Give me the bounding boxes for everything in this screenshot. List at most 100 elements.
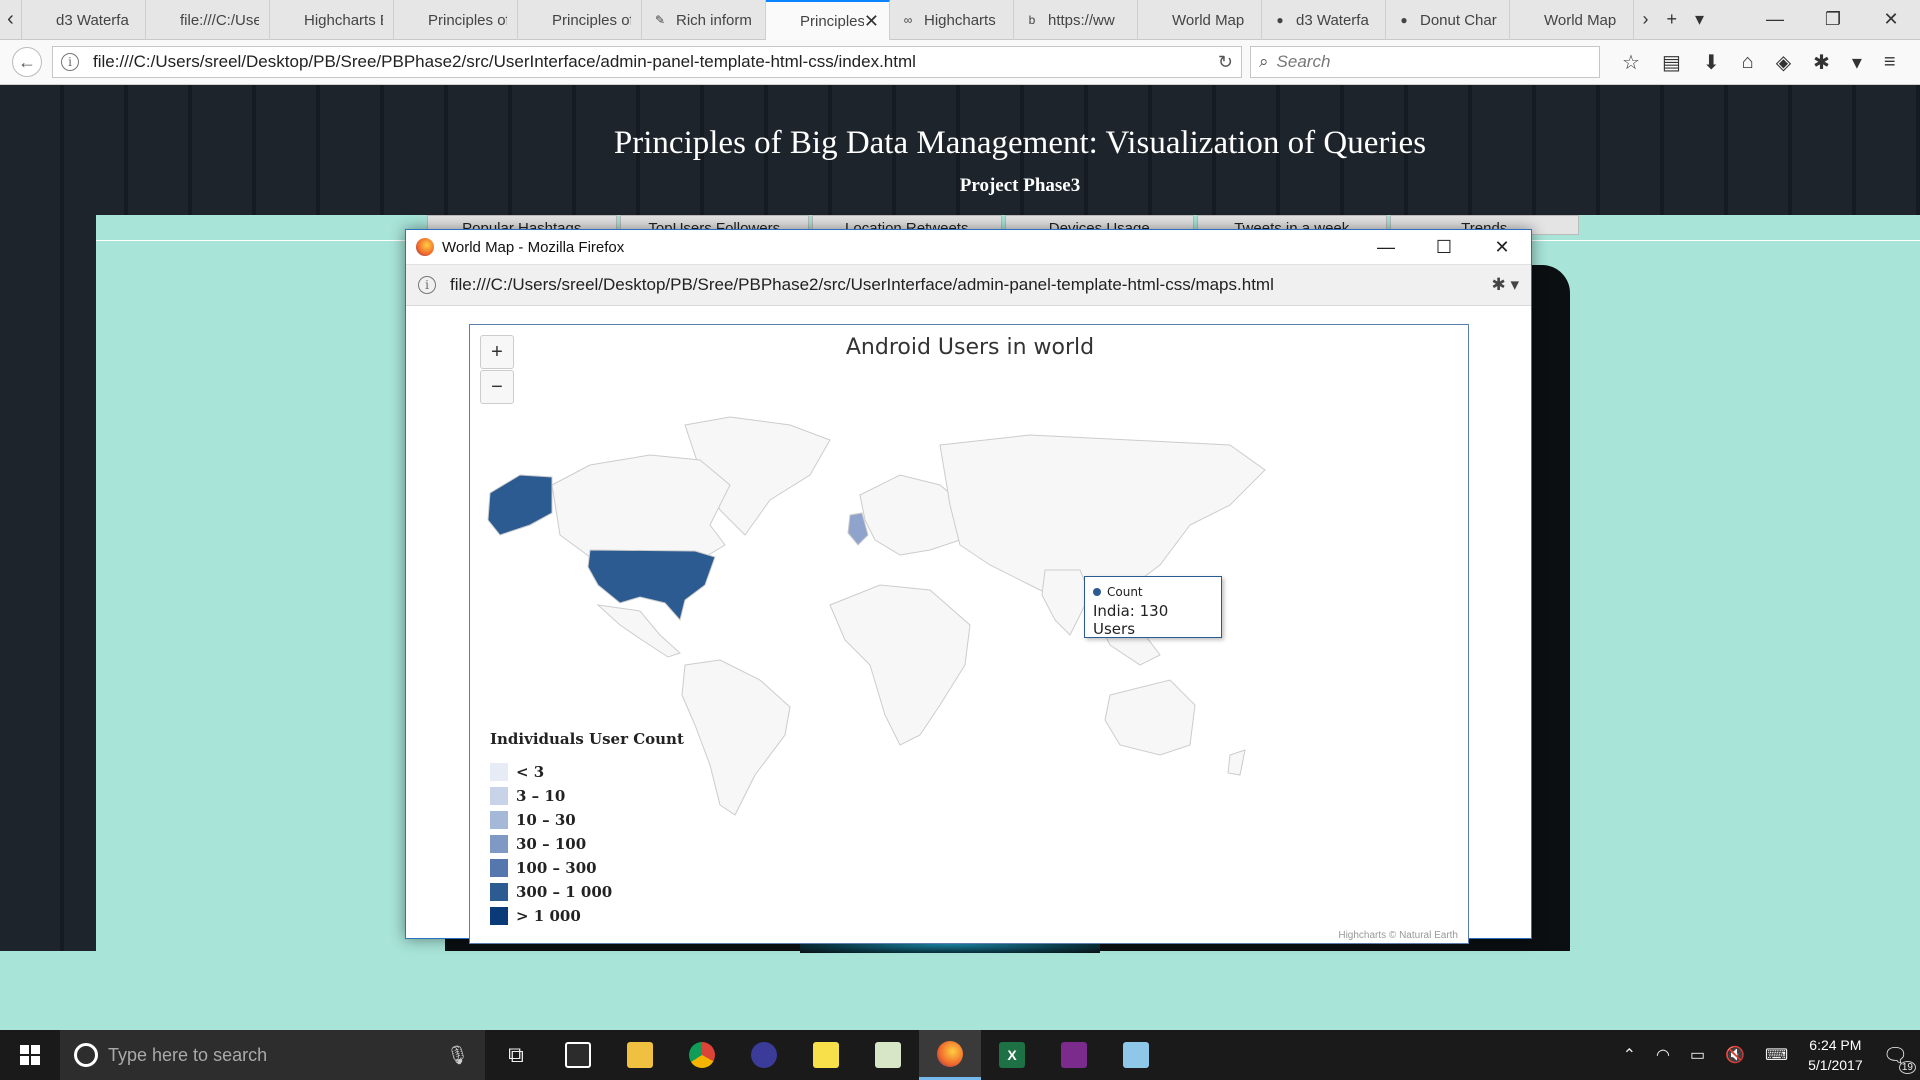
download-icon[interactable]: ⬇ bbox=[1702, 51, 1720, 74]
url-bar[interactable]: i file:///C:/Users/sreel/Desktop/PB/Sree… bbox=[52, 46, 1242, 78]
legend-swatch bbox=[490, 883, 508, 901]
browser-tab[interactable]: ✎ Rich inform bbox=[642, 0, 766, 40]
country-mexico[interactable] bbox=[596, 604, 681, 658]
extension-chevron-icon[interactable]: ▾ bbox=[1851, 51, 1862, 74]
scroll-left-icon[interactable]: ‹ bbox=[0, 0, 22, 39]
minimize-icon[interactable]: — bbox=[1766, 9, 1784, 29]
legend-item[interactable]: 3 – 10 bbox=[490, 784, 684, 808]
site-info-icon[interactable]: i bbox=[418, 276, 436, 294]
task-view-icon[interactable]: ⧉ bbox=[508, 1042, 524, 1067]
image-editor-icon[interactable] bbox=[857, 1030, 919, 1080]
browser-tab[interactable]: d3 Waterfa bbox=[22, 0, 146, 40]
popup-minimize-icon[interactable]: — bbox=[1377, 236, 1395, 257]
browser-tab[interactable]: ∞ Highcharts bbox=[890, 0, 1014, 40]
reading-list-icon[interactable]: ▤ bbox=[1661, 51, 1681, 74]
tab-close-icon[interactable]: ✕ bbox=[863, 10, 879, 31]
keyboard-icon[interactable]: ⌨ bbox=[1765, 1047, 1789, 1064]
chrome-icon[interactable] bbox=[671, 1030, 733, 1080]
country-asia[interactable] bbox=[939, 434, 1266, 606]
popup-maximize-icon[interactable]: ☐ bbox=[1435, 236, 1453, 257]
menu-icon[interactable]: ≡ bbox=[1883, 50, 1896, 73]
extension-icon[interactable]: ✱ ▾ bbox=[1491, 275, 1519, 294]
new-tab-icon[interactable]: + bbox=[1666, 9, 1677, 29]
page-header: Principles of Big Data Management: Visua… bbox=[0, 85, 1920, 215]
firefox-taskbar-icon[interactable] bbox=[919, 1030, 981, 1080]
restore-icon[interactable]: ❐ bbox=[1824, 9, 1842, 29]
tooltip-value: India: 130 Users bbox=[1093, 602, 1169, 638]
browser-tab[interactable]: ● d3 Waterfa bbox=[1262, 0, 1386, 40]
zoom-in-button[interactable]: + bbox=[480, 335, 514, 369]
legend-item[interactable]: > 1 000 bbox=[490, 904, 684, 928]
country-australia[interactable] bbox=[1104, 679, 1196, 756]
file-icon bbox=[32, 12, 48, 28]
store-icon[interactable] bbox=[547, 1030, 609, 1080]
country-new-zealand[interactable] bbox=[1227, 749, 1246, 776]
browser-tab[interactable]: Principles of Bi bbox=[518, 0, 642, 40]
country-south-america[interactable] bbox=[681, 659, 791, 816]
back-button[interactable]: ← bbox=[12, 47, 42, 77]
pen-icon: ✎ bbox=[654, 13, 666, 27]
legend-item[interactable]: 30 – 100 bbox=[490, 832, 684, 856]
browser-tab[interactable]: ● Donut Char bbox=[1386, 0, 1510, 40]
world-map[interactable] bbox=[470, 325, 1469, 944]
notification-center-icon[interactable]: 🗨 19 bbox=[1883, 1043, 1916, 1074]
legend-item[interactable]: < 3 bbox=[490, 760, 684, 784]
notification-count: 19 bbox=[1898, 1060, 1916, 1074]
extension-icon[interactable]: ✱ bbox=[1813, 51, 1830, 74]
excel-icon[interactable]: X bbox=[981, 1030, 1043, 1080]
country-europe[interactable] bbox=[859, 474, 971, 556]
browser-tab[interactable]: World Map bbox=[1510, 0, 1634, 40]
popup-titlebar[interactable]: World Map - Mozilla Firefox — ☐ ✕ bbox=[406, 230, 1531, 264]
sticky-notes-icon[interactable] bbox=[795, 1030, 857, 1080]
taskbar-search-input[interactable]: Type here to search 🎙 bbox=[60, 1030, 485, 1080]
country-alaska[interactable] bbox=[487, 474, 553, 536]
file-icon bbox=[156, 12, 172, 28]
chrome-icon: ● bbox=[1400, 13, 1408, 27]
site-info-icon[interactable]: i bbox=[61, 53, 79, 71]
file-icon bbox=[404, 12, 420, 28]
scroll-right-icon[interactable]: › bbox=[1642, 9, 1649, 29]
browser-tab[interactable]: file:///C:/Users/ bbox=[146, 0, 270, 40]
popup-close-icon[interactable]: ✕ bbox=[1494, 236, 1510, 257]
search-input[interactable]: ⌕ Search bbox=[1250, 46, 1600, 78]
winrar-icon[interactable] bbox=[1043, 1030, 1105, 1080]
country-usa[interactable] bbox=[587, 549, 716, 622]
country-uk[interactable] bbox=[847, 512, 869, 546]
close-icon[interactable]: ✕ bbox=[1883, 9, 1899, 29]
browser-tab[interactable]: Highcharts Exa bbox=[270, 0, 394, 40]
browser-tab[interactable]: b https://ww bbox=[1014, 0, 1138, 40]
browser-tab[interactable]: Principles o✕ bbox=[766, 0, 890, 40]
country-india[interactable] bbox=[1041, 569, 1091, 636]
zoom-out-button[interactable]: − bbox=[480, 370, 514, 404]
tooltip-series: Count bbox=[1093, 585, 1213, 599]
notepad-icon[interactable] bbox=[1105, 1030, 1167, 1080]
microphone-icon[interactable]: 🎙 bbox=[446, 1044, 469, 1065]
clock[interactable]: 6:24 PM 5/1/2017 bbox=[1808, 1035, 1863, 1075]
browser-tab[interactable]: World Map bbox=[1138, 0, 1262, 40]
home-icon[interactable]: ⌂ bbox=[1741, 50, 1754, 73]
volume-muted-icon[interactable]: 🔇 bbox=[1725, 1047, 1746, 1064]
legend-title: Individuals User Count bbox=[490, 730, 684, 748]
file-explorer-icon[interactable] bbox=[609, 1030, 671, 1080]
battery-icon[interactable]: ▭ bbox=[1689, 1047, 1706, 1064]
popup-url-bar[interactable]: i file:///C:/Users/sreel/Desktop/PB/Sree… bbox=[406, 264, 1531, 306]
tab-list-chevron-icon[interactable]: ▾ bbox=[1694, 9, 1704, 29]
file-icon bbox=[1520, 12, 1536, 28]
country-north-america-canada[interactable] bbox=[551, 454, 731, 561]
legend-item[interactable]: 100 – 300 bbox=[490, 856, 684, 880]
bookmark-star-icon[interactable]: ☆ bbox=[1622, 51, 1640, 74]
legend-item[interactable]: 10 – 30 bbox=[490, 808, 684, 832]
pocket-icon[interactable]: ◈ bbox=[1775, 51, 1792, 74]
wifi-icon[interactable]: ◠ bbox=[1656, 1047, 1670, 1064]
legend-item[interactable]: 300 – 1 000 bbox=[490, 880, 684, 904]
map-container: Android Users in world + − Individuals U… bbox=[469, 324, 1469, 944]
map-credits[interactable]: Highcharts © Natural Earth bbox=[1338, 930, 1458, 941]
tray-chevron-icon[interactable]: ⌃ bbox=[1622, 1047, 1636, 1064]
start-button[interactable] bbox=[0, 1030, 60, 1080]
reload-icon[interactable]: ↻ bbox=[1217, 51, 1233, 72]
browser-tab[interactable]: Principles of Bi bbox=[394, 0, 518, 40]
eclipse-icon[interactable] bbox=[733, 1030, 795, 1080]
tab-title: World Map bbox=[1172, 11, 1245, 29]
tab-title: https://ww bbox=[1048, 11, 1115, 29]
country-africa[interactable] bbox=[829, 584, 971, 746]
